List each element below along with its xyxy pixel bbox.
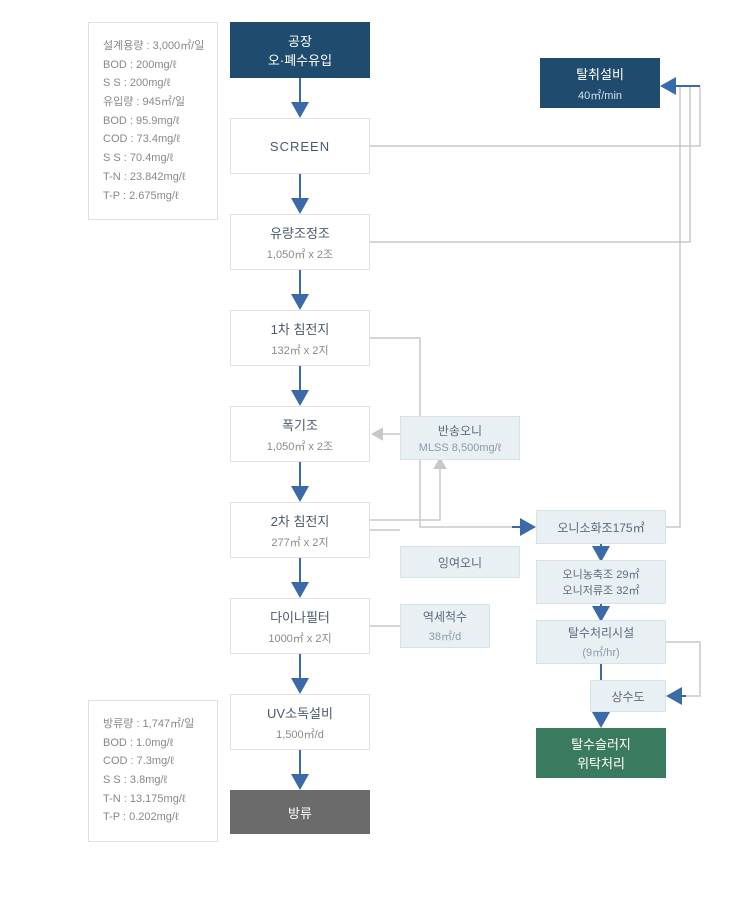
spec-row: BOD : 200mg/ℓ [103,56,203,75]
spec-row: T-N : 23.842mg/ℓ [103,168,203,187]
node-sub: 1,050㎡ x 2조 [267,438,333,454]
spec-row: 설계용량 : 3,000㎡/일 [103,37,203,56]
node-dewater: 탈수처리시설 (9㎡/hr) [536,620,666,664]
node-title: 2차 침전지 [271,511,330,530]
node-factory: 공장 오·폐수유입 [230,22,370,78]
node-title: 탈수슬러지 [571,734,631,753]
node-excess-sludge: 잉여오니 [400,546,520,578]
spec-row: T-P : 0.202mg/ℓ [103,808,203,827]
spec-row: COD : 7.3mg/ℓ [103,752,203,771]
node-deodor: 탈취설비 40㎡/min [540,58,660,108]
node-return-sludge: 반송오니 MLSS 8,500mg/ℓ [400,416,520,460]
node-title2: 오니저류조 32㎡ [563,582,640,598]
node-backwash: 역세척수 38㎡/d [400,604,490,648]
spec-row: 유입량 : 945㎡/일 [103,93,203,112]
node-sub: 1,050㎡ x 2조 [267,246,333,262]
node-digest: 오니소화조175㎡ [536,510,666,544]
node-sub: 132㎡ x 2지 [271,342,328,358]
spec-row: BOD : 1.0mg/ℓ [103,734,203,753]
node-title: 오니소화조175㎡ [557,519,644,536]
spec-row: S S : 200mg/ℓ [103,74,203,93]
node-title: 방류 [288,803,312,822]
node-title: 폭기조 [282,415,318,434]
node-sub: 277㎡ x 2지 [271,534,328,550]
spec-row: T-N : 13.175mg/ℓ [103,790,203,809]
spec-row: T-P : 2.675mg/ℓ [103,187,203,206]
node-title: 잉여오니 [438,554,482,571]
node-thicken: 오니농축조 29㎡ 오니저류조 32㎡ [536,560,666,604]
node-sed2: 2차 침전지 277㎡ x 2지 [230,502,370,558]
spec-row: S S : 70.4mg/ℓ [103,149,203,168]
node-sub: (9㎡/hr) [582,644,619,660]
influent-specs: 설계용량 : 3,000㎡/일 BOD : 200mg/ℓ S S : 200m… [88,22,218,220]
node-uv: UV소독설비 1,500㎡/d [230,694,370,750]
node-title: 상수도 [611,688,644,705]
node-screen: SCREEN [230,118,370,174]
node-title: 탈수처리시설 [568,624,634,641]
node-title: SCREEN [270,139,330,154]
spec-row: COD : 73.4mg/ℓ [103,130,203,149]
spec-row: S S : 3.8mg/ℓ [103,771,203,790]
node-sub: 38㎡/d [429,628,461,644]
node-sub: MLSS 8,500mg/ℓ [419,442,501,454]
spec-row: 방류량 : 1,747㎡/일 [103,715,203,734]
node-water-supply: 상수도 [590,680,666,712]
node-title: 탈취설비 [576,64,624,83]
node-sub: 40㎡/min [578,87,622,103]
node-title: 다이나필터 [270,607,330,626]
node-discharge: 방류 [230,790,370,834]
node-sub: 1000㎡ x 2지 [268,630,331,646]
node-flow-adjust: 유량조정조 1,050㎡ x 2조 [230,214,370,270]
node-title2: 오·폐수유입 [268,50,332,69]
node-title: 오니농축조 29㎡ [563,566,640,582]
node-dynafilter: 다이나필터 1000㎡ x 2지 [230,598,370,654]
node-title: UV소독설비 [267,703,333,722]
node-aeration: 폭기조 1,050㎡ x 2조 [230,406,370,462]
node-sub: 1,500㎡/d [276,726,324,742]
node-title: 유량조정조 [270,223,330,242]
node-title: 반송오니 [438,422,482,439]
node-title: 1차 침전지 [271,319,330,338]
node-sed1: 1차 침전지 132㎡ x 2지 [230,310,370,366]
spec-row: BOD : 95.9mg/ℓ [103,112,203,131]
node-title: 공장 [288,31,312,50]
node-sludge-disposal: 탈수슬러지 위탁처리 [536,728,666,778]
node-title2: 위탁처리 [577,753,625,772]
effluent-specs: 방류량 : 1,747㎡/일 BOD : 1.0mg/ℓ COD : 7.3mg… [88,700,218,842]
node-title: 역세척수 [423,608,467,625]
